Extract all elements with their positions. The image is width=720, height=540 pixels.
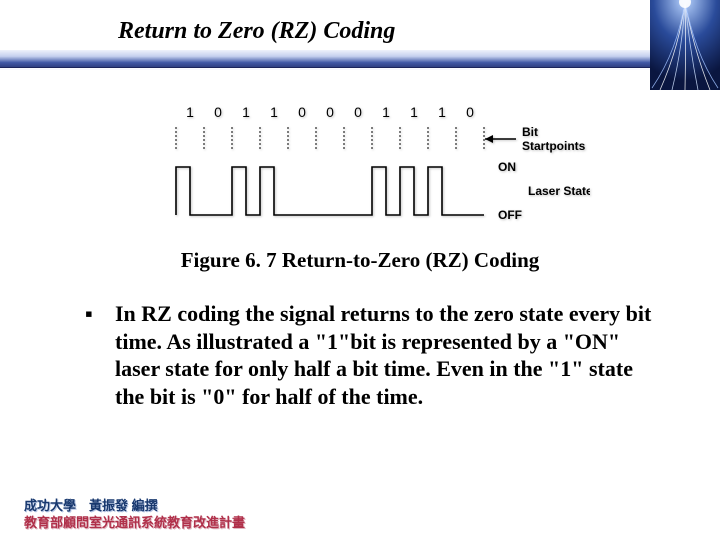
svg-text:0: 0 xyxy=(466,105,474,120)
footer-line-2: 教育部顧問室光通訊系統教育改進計畫 xyxy=(24,514,245,532)
svg-text:0: 0 xyxy=(354,105,362,120)
svg-text:0: 0 xyxy=(298,105,306,120)
footer-line-1: 成功大學 黃振發 編撰 xyxy=(24,497,245,515)
svg-text:0: 0 xyxy=(326,105,334,120)
svg-text:1: 1 xyxy=(438,105,446,120)
svg-text:Bit: Bit xyxy=(522,125,538,139)
body-paragraph: ▪ In RZ coding the signal returns to the… xyxy=(85,300,655,410)
svg-text:1: 1 xyxy=(186,105,194,120)
bullet-text: In RZ coding the signal returns to the z… xyxy=(115,300,655,410)
svg-text:ON: ON xyxy=(498,160,516,174)
rz-coding-diagram: 1 0 1 1 0 0 0 1 1 1 0 BitStartpoints ON OFF Laser Stat… xyxy=(160,105,590,230)
svg-text:1: 1 xyxy=(242,105,250,120)
svg-text:1: 1 xyxy=(410,105,418,120)
figure-caption: Figure 6. 7 Return-to-Zero (RZ) Coding xyxy=(0,248,720,273)
svg-text:1: 1 xyxy=(382,105,390,120)
svg-text:OFF: OFF xyxy=(498,208,522,222)
svg-text:Startpoints: Startpoints xyxy=(522,139,586,153)
svg-text:1: 1 xyxy=(270,105,278,120)
svg-text:Laser State: Laser State xyxy=(528,184,590,198)
footer-credits: 成功大學 黃振發 編撰 教育部顧問室光通訊系統教育改進計畫 xyxy=(24,497,245,532)
svg-text:0: 0 xyxy=(214,105,222,120)
slide-title: Return to Zero (RZ) Coding xyxy=(118,18,395,45)
bullet-square-icon: ▪ xyxy=(85,300,115,410)
fiber-optic-decoration xyxy=(650,0,720,90)
header-gradient-band xyxy=(0,50,720,70)
